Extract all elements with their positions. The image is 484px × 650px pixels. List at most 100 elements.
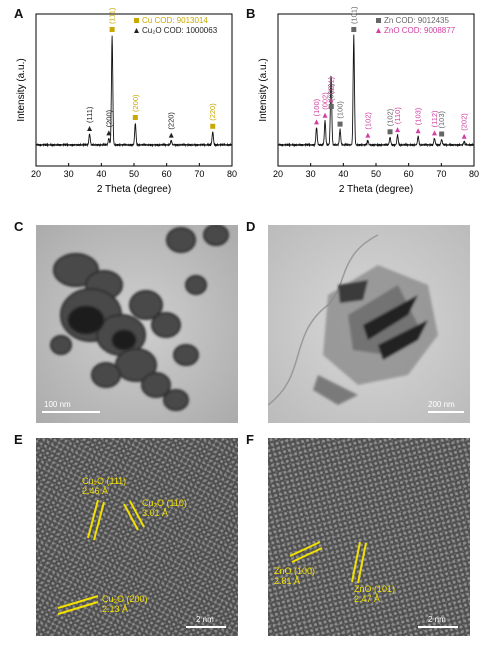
peak-marker-triangle [365, 132, 371, 138]
scale-bar-d [428, 411, 464, 413]
xrd-pattern-line [35, 35, 233, 148]
x-tick-label: 40 [96, 169, 106, 179]
peak-label: (220) [208, 103, 217, 121]
x-tick-label: 50 [129, 169, 139, 179]
scale-label-d: 200 nm [428, 400, 455, 409]
peak-label: (200) [131, 94, 140, 112]
hr-label-e2: Cu₂O (110) 3.01 Å [142, 498, 187, 518]
hrtem-f-graphic [268, 438, 470, 636]
hr-label-f2-plane: ZnO (101) [354, 584, 396, 594]
legend-entry: Cu₂O COD: 1000063 [142, 26, 218, 35]
hr-label-e1-plane: Cu₂O (111) [82, 476, 127, 486]
y-axis-label: Intensity (a.u.) [258, 58, 269, 121]
peak-label: (101) [326, 76, 335, 94]
peak-label: (220) [167, 112, 176, 130]
peak-marker-triangle [322, 112, 328, 118]
peak-label: (111) [85, 106, 94, 123]
panel-letter-c: C [14, 219, 24, 234]
legend-entry: Cu COD: 9013014 [142, 16, 208, 25]
xrd-chart-a: 20 30 40 50 60 70 80 2 Theta (degree) Intensity … [16, 7, 237, 195]
panel-letter-f: F [246, 432, 254, 447]
peak-marker-square [109, 27, 115, 32]
peak-label: (111) [108, 7, 117, 24]
peak-marker-triangle [87, 126, 93, 131]
scale-bar-e [186, 626, 226, 628]
peak-marker-triangle [106, 130, 112, 136]
peak-marker-square [132, 115, 138, 120]
peak-label: (112) [430, 110, 439, 127]
peak-label: (002) [321, 92, 330, 110]
hr-label-e3-spacing: 2.13 Å [102, 604, 129, 614]
peak-marker-square [328, 104, 334, 109]
x-tick-label: 80 [227, 169, 237, 179]
x-tick-label: 70 [436, 169, 446, 179]
x-axis-label: 2 Theta (degree) [97, 184, 171, 195]
hrtem-image-f: ZnO (100) 2.81 Å ZnO (101) 2.47 Å 2 nm [268, 438, 470, 636]
peak-marker-triangle [395, 127, 401, 133]
peak-label: (110) [393, 107, 402, 124]
hr-label-f1-plane: ZnO (100) [274, 566, 316, 576]
hrtem-image-e: Cu₂O (111) 2.46 Å Cu₂O (110) 3.01 Å Cu₂O… [36, 438, 238, 636]
xrd-pattern-line [277, 34, 475, 148]
peak-label: (200) [104, 109, 113, 127]
tem-image-d: 200 nm [268, 225, 470, 423]
hr-label-f1-spacing: 2.81 Å [274, 576, 301, 586]
peak-marker-square [337, 121, 343, 127]
peak-label: (102) [386, 108, 395, 126]
hr-label-e1: Cu₂O (111) 2.46 Å [82, 476, 126, 496]
peak-label: (103) [414, 107, 423, 125]
legend-square-marker [376, 18, 381, 23]
xrd-chart-b: 20 30 40 50 60 70 80 2 Theta (degree) Intensity … [258, 6, 479, 195]
hr-label-e1-spacing: 2.46 Å [82, 486, 109, 496]
x-tick-label: 60 [404, 169, 414, 179]
scale-label-e: 2 nm [196, 615, 214, 624]
legend-entry: Zn COD: 9012435 [384, 16, 449, 25]
hr-label-e2-plane: Cu₂O (110) [142, 498, 187, 508]
peak-label: (101) [349, 6, 358, 24]
x-tick-label: 70 [194, 169, 204, 179]
legend-square-marker [134, 18, 139, 23]
peak-label: (100) [312, 98, 321, 116]
hr-label-e3-plane: Cu₂O (200) [102, 594, 148, 604]
peak-marker-triangle [415, 128, 421, 134]
panel-letter-d: D [246, 219, 256, 234]
tem-image-c: 100 nm [36, 225, 238, 423]
tem-d-graphic [268, 225, 470, 423]
scale-bar-c [42, 411, 100, 413]
hr-label-f2: ZnO (101) 2.47 Å [354, 584, 395, 604]
peak-marker-triangle [328, 97, 334, 103]
hr-label-e3: Cu₂O (200) 2.13 Å [102, 594, 148, 614]
x-tick-label: 30 [64, 169, 74, 179]
y-axis-label: Intensity (a.u.) [16, 58, 27, 121]
x-tick-label: 60 [162, 169, 172, 179]
hrtem-e-graphic [36, 438, 238, 636]
x-tick-label: 20 [273, 169, 283, 179]
hr-label-f1: ZnO (100) 2.81 Å [274, 566, 315, 586]
legend-triangle-marker [134, 28, 139, 33]
x-tick-label: 50 [371, 169, 381, 179]
tem-c-graphic [36, 225, 238, 423]
legend-entry: ZnO COD: 9008877 [384, 26, 456, 35]
hr-label-f2-spacing: 2.47 Å [354, 594, 381, 604]
peak-label: (202) [460, 113, 469, 131]
panel-letter-e: E [14, 432, 23, 447]
x-tick-label: 30 [306, 169, 316, 179]
peak-label: (103) [437, 110, 446, 128]
x-tick-label: 40 [338, 169, 348, 179]
peak-marker-square [439, 131, 445, 137]
peak-label: (100) [336, 101, 345, 119]
peak-marker-triangle [168, 132, 174, 138]
scale-label-c: 100 nm [44, 400, 71, 409]
peak-marker-triangle [431, 130, 437, 136]
peak-marker-triangle [461, 133, 467, 139]
legend-triangle-marker [376, 28, 381, 33]
x-axis-label: 2 Theta (degree) [339, 184, 413, 195]
peak-marker-triangle [314, 119, 320, 125]
peak-marker-square [351, 27, 357, 32]
hr-label-e2-spacing: 3.01 Å [142, 508, 169, 518]
x-tick-label: 20 [31, 169, 41, 179]
peak-marker-square [387, 129, 393, 135]
peak-marker-square [210, 123, 216, 129]
x-tick-label: 80 [469, 169, 479, 179]
peak-label: (002) [327, 83, 336, 101]
